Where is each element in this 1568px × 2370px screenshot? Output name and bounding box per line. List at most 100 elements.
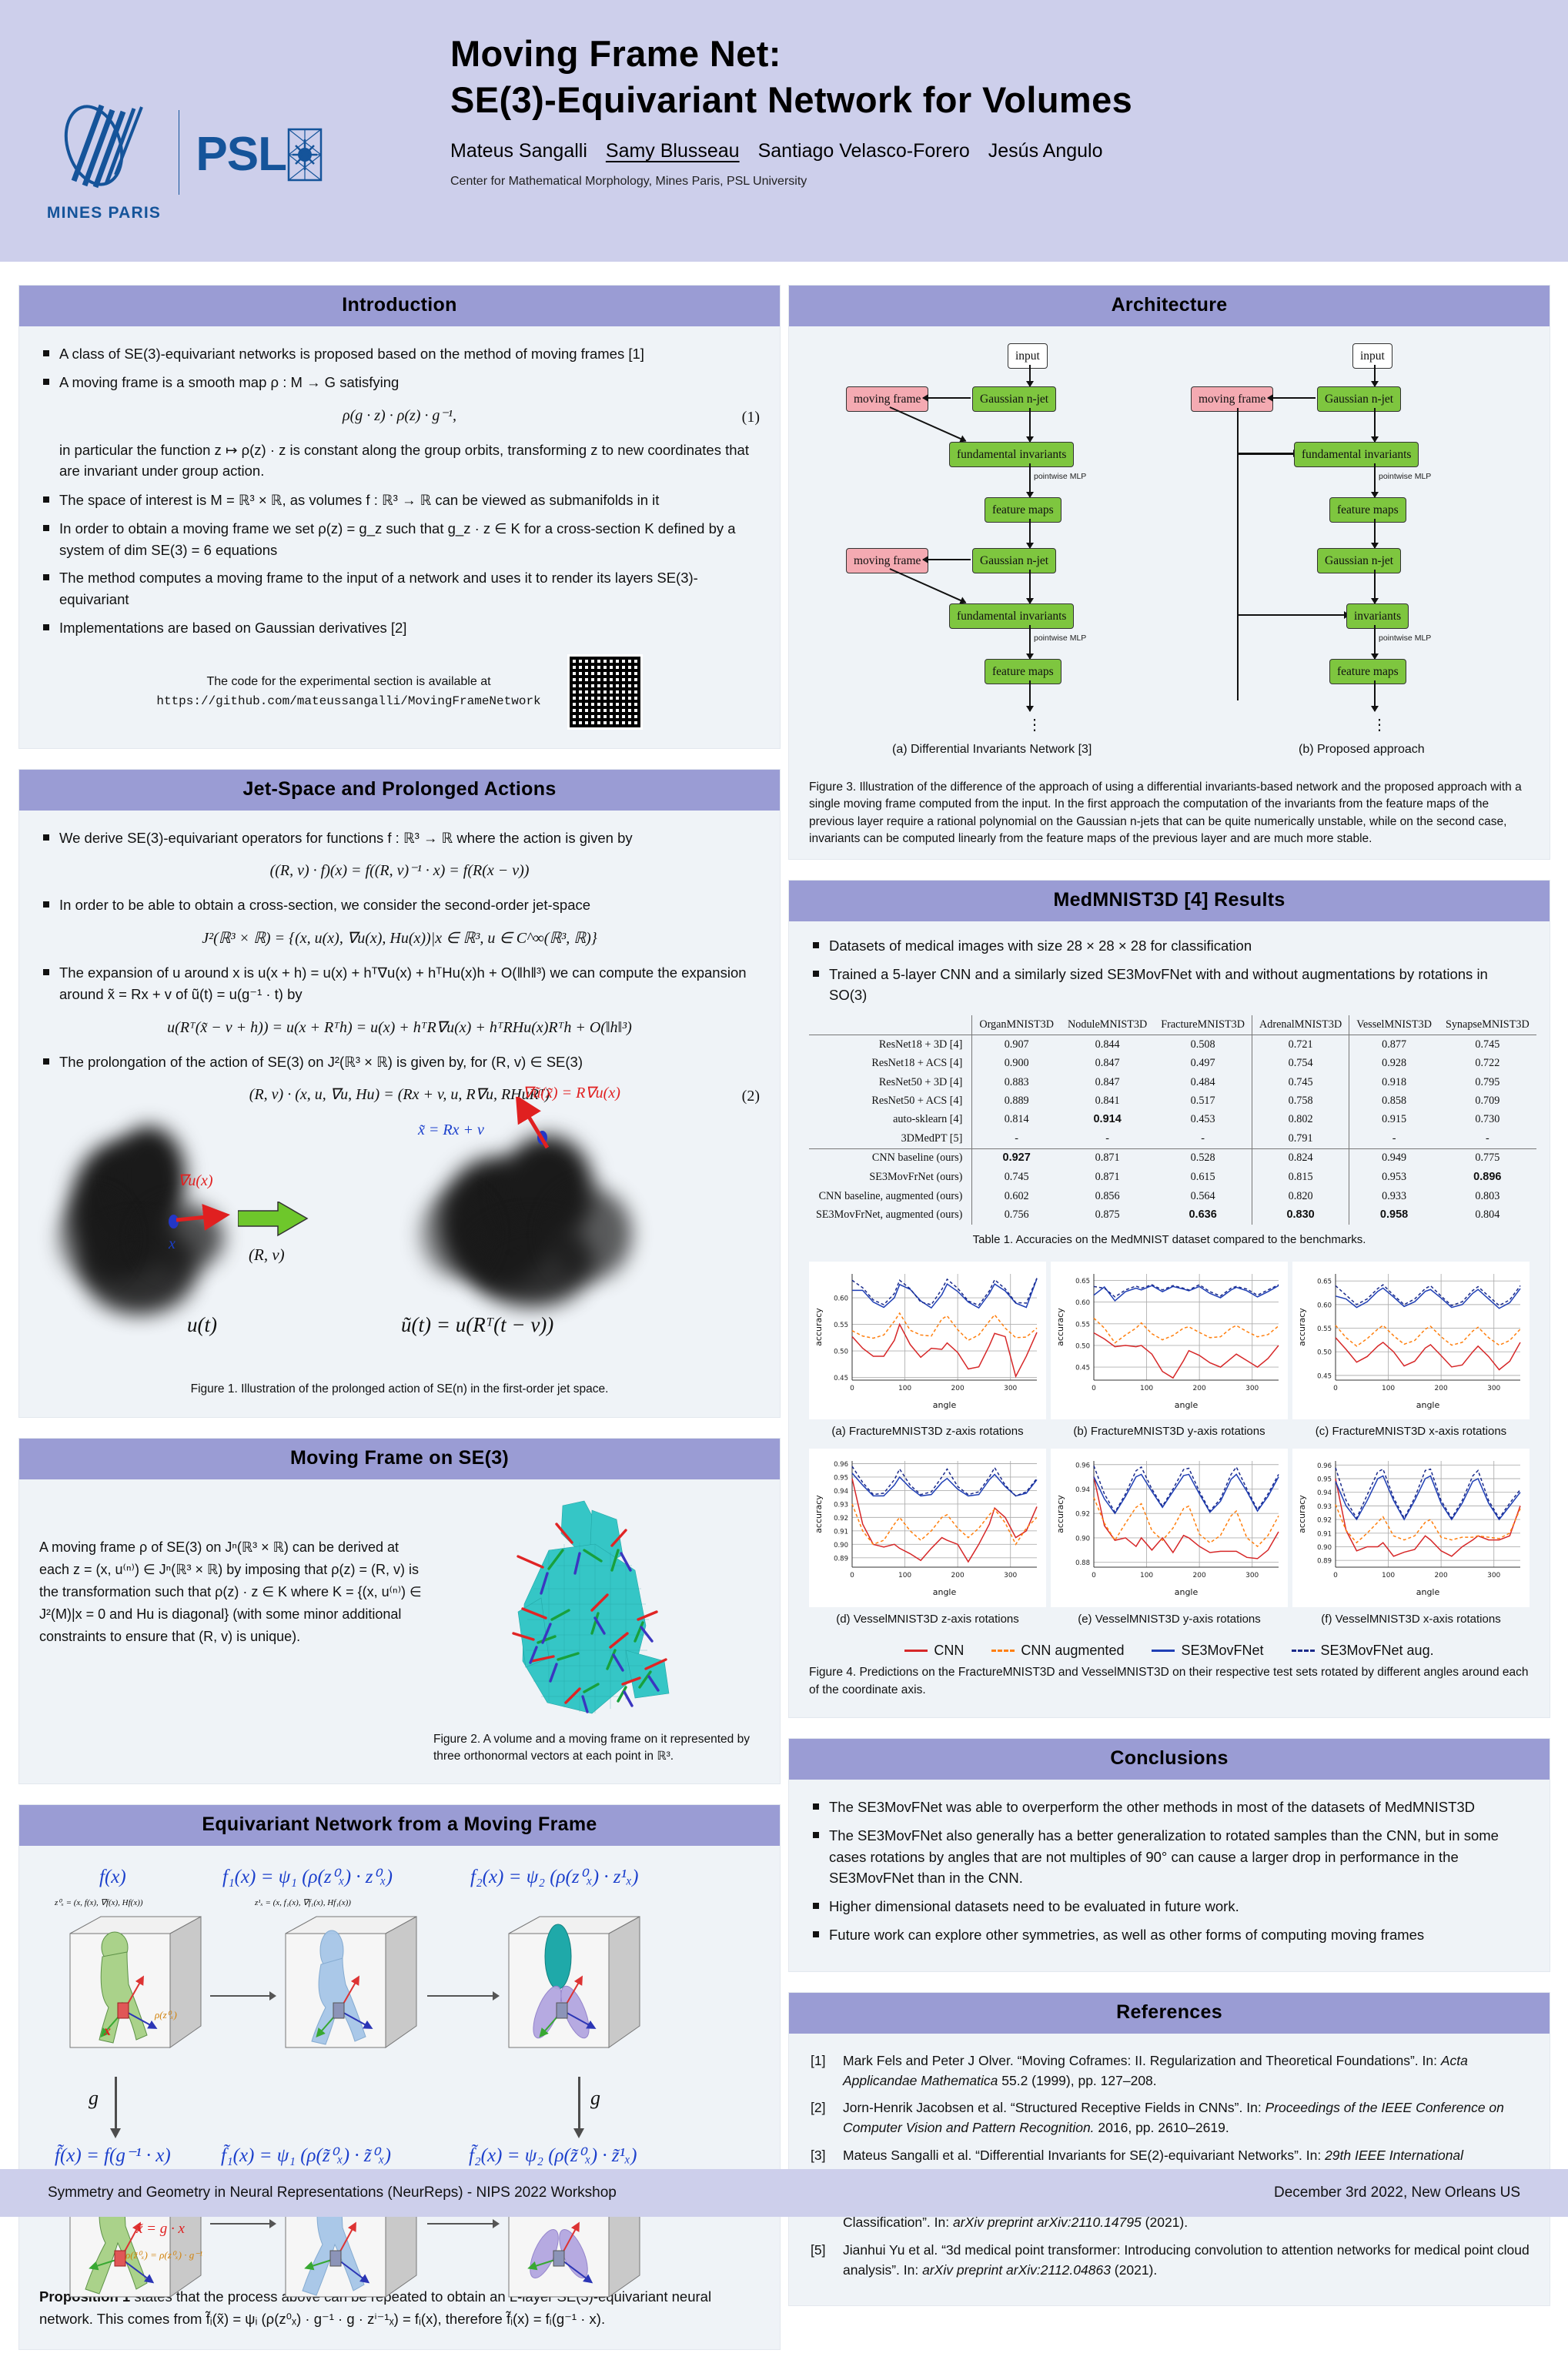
figure-3-caption: Figure 3. Illustration of the difference… [809,779,1530,848]
arch-a-gaussian-njet-2: Gaussian n-jet [972,548,1056,573]
section-equivariant-network: Equivariant Network from a Moving Frame … [18,1804,781,2349]
table-cell: 0.615 [1154,1168,1252,1187]
qr-code-icon[interactable] [567,654,643,730]
arch-b-gaussian-njet-2: Gaussian n-jet [1317,548,1401,573]
reference-tail: 2016, pp. 2610–2619. [1095,2120,1229,2135]
svg-text:0.65: 0.65 [1317,1278,1332,1285]
table-cell: - [1061,1129,1154,1148]
table-cell: 0.871 [1061,1148,1154,1168]
table-cell: 0.497 [1154,1055,1252,1073]
th-3: FractureMNIST3D [1154,1015,1252,1035]
list-item: Implementations are based on Gaussian de… [39,617,760,639]
svg-text:0.89: 0.89 [1317,1558,1332,1566]
affiliation: Center for Mathematical Morphology, Mine… [450,175,1528,189]
svg-text:0.89: 0.89 [834,1555,848,1563]
arch-b-arrow-0 [1374,365,1376,386]
plot-subcaption-b: (b) FractureMNIST3D y-axis rotations [1051,1423,1288,1441]
arch-a-diag-1 [890,406,966,441]
reference-number: [5] [811,2240,825,2260]
table-cell: 0.528 [1154,1148,1252,1168]
table-cell: 0.564 [1154,1187,1252,1205]
label-g-right: g [590,2083,600,2113]
equation-1-body: ρ(g · z) · ρ(z) · g⁻¹, [343,407,456,424]
svg-text:100: 100 [1140,1385,1153,1392]
table-cell: - [1154,1129,1252,1148]
svg-text:300: 300 [1245,1385,1259,1392]
psl-star-icon [286,127,323,182]
voxel-bunny-icon [433,1496,757,1731]
author-0: Mateus Sangalli [450,140,587,162]
reference-item: [1]Mark Fels and Peter J Olver. “Moving … [809,2051,1530,2091]
th-2: NoduleMNIST3D [1061,1015,1154,1035]
legend-item: CNN augmented [991,1640,1124,1661]
svg-text:0.93: 0.93 [1317,1503,1332,1511]
label-f2-tilde-x: f̃₂(x) = ψ₂ (ρ(z̃⁰ₓ) · z̃¹ₓ) [469,2141,637,2171]
list-item: The SE3MovFNet also generally has a bett… [809,1825,1530,1889]
svg-text:0.94: 0.94 [1075,1486,1090,1494]
th-4: AdrenalMNIST3D [1252,1015,1349,1035]
footer-left: Symmetry and Geometry in Neural Represen… [48,2184,617,2201]
svg-text:0.88: 0.88 [1075,1559,1090,1567]
svg-text:0: 0 [1333,1385,1338,1392]
reference-number: [2] [811,2098,825,2118]
svg-text:200: 200 [1193,1572,1206,1579]
table-cell: 0.858 [1349,1091,1439,1110]
arch-b-ellipsis: ⋮ [1372,722,1387,728]
page-title-line2: SE(3)-Equivariant Network for Volumes [450,77,1528,123]
svg-text:angle: angle [1175,1587,1199,1597]
arch-a-diag-2 [890,568,966,603]
arch-b-bus-branch-2 [1237,614,1349,616]
svg-text:0.95: 0.95 [1317,1476,1332,1483]
flow-arrow-4 [427,2223,493,2225]
table-cell: 0.856 [1061,1187,1154,1205]
table-cell: 0.928 [1349,1055,1439,1073]
footer-right: December 3rd 2022, New Orleans US [1274,2184,1520,2201]
figure-2-volume [433,1496,757,1731]
reference-text: Jorn-Henrik Jacobsen et al. “Structured … [843,2100,1265,2115]
table-row-label: auto-sklearn [4] [809,1111,972,1130]
arch-b-fundamental-invariants: fundamental invariants [1294,442,1419,467]
svg-text:0.60: 0.60 [1075,1299,1090,1307]
mines-paris-logo: MINES PARIS [46,95,162,233]
arch-b-subcaption: (b) Proposed approach [1299,740,1425,759]
table-row-label: 3DMedPT [5] [809,1129,972,1148]
g-arrow-left [115,2077,117,2129]
arch-b-mlp-1: pointwise MLP [1379,471,1431,483]
svg-text:0.90: 0.90 [1317,1544,1332,1552]
svg-text:100: 100 [898,1572,911,1579]
table-cell: 0.933 [1349,1187,1439,1205]
table-cell: 0.745 [972,1168,1061,1187]
table-cell: 0.721 [1252,1035,1349,1055]
section-architecture: Architecture input Gaussian n-jet moving… [788,285,1550,860]
arch-b-arrow-4 [1374,570,1376,603]
svg-text:0: 0 [850,1572,854,1579]
poster-footer: Symmetry and Geometry in Neural Represen… [0,2169,1568,2217]
section-heading-introduction: Introduction [19,286,780,326]
table-cell: 0.745 [1252,1073,1349,1091]
svg-text:accuracy: accuracy [1055,1495,1065,1533]
plot-subcaption-e: (e) VesselMNIST3D y-axis rotations [1051,1611,1288,1629]
table-cell: 0.815 [1252,1168,1349,1187]
table-cell: 0.709 [1439,1091,1536,1110]
table-row-label: SE3MovFrNet, augmented (ours) [809,1205,972,1225]
label-u-tilde-t: ũ(t) = u(Rᵀ(t − v)) [401,1309,553,1341]
reference-tail: (2021). [1142,2215,1188,2230]
svg-text:100: 100 [898,1385,911,1392]
svg-text:accuracy: accuracy [814,1307,824,1345]
svg-text:0.45: 0.45 [1317,1372,1332,1380]
legend-item: SE3MovFNet [1152,1640,1263,1661]
section-heading-moving-frame: Moving Frame on SE(3) [19,1439,780,1479]
list-item: The expansion of u around x is u(x + h) … [39,962,760,1005]
plot-subcaption-a: (a) FractureMNIST3D z-axis rotations [809,1423,1046,1441]
right-column: Architecture input Gaussian n-jet moving… [788,285,1550,2326]
legend-item: CNN [904,1640,964,1661]
table-cell: 0.795 [1439,1073,1536,1091]
jetspace-bullets-3: The expansion of u around x is u(x + h) … [39,962,760,1005]
svg-text:0.55: 0.55 [1075,1321,1090,1329]
